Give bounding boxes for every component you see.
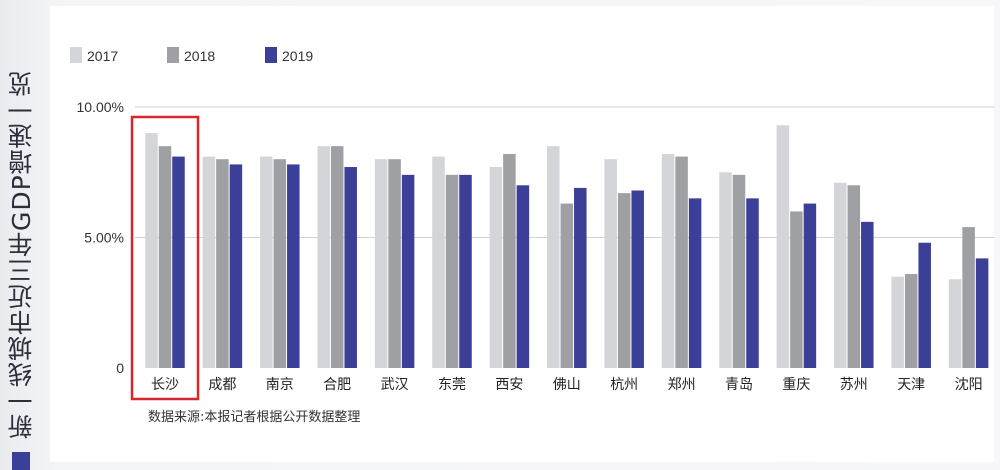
- category-label: 长沙: [151, 377, 179, 393]
- bar-2017-1: [202, 156, 216, 368]
- bar-2019-0: [172, 156, 185, 368]
- category-label: 西安: [495, 377, 523, 393]
- bar-2018-13: [904, 274, 918, 368]
- bar-2019-3: [344, 167, 357, 368]
- bar-2017-14: [948, 279, 962, 368]
- legend-swatch-2018: [167, 47, 179, 63]
- category-label: 天津: [897, 377, 925, 393]
- category-label: 重庆: [782, 377, 810, 393]
- category-label: 南京: [266, 377, 294, 393]
- source-note: 数据来源:本报记者根据公开数据整理: [148, 410, 360, 425]
- x-axis-categories: 长沙 成都 南京 合肥 武汉 东莞 西安 佛山 杭州 郑州 青岛 重庆 苏州 天津 沈阳: [151, 377, 983, 393]
- category-label: 青岛: [725, 377, 753, 393]
- bar-2018-11: [790, 211, 803, 368]
- bar-2018-14: [962, 227, 975, 368]
- bar-2017-7: [547, 146, 560, 368]
- category-label: 沈阳: [955, 377, 983, 393]
- legend-label: 2018: [184, 48, 215, 64]
- bar-2019-9: [688, 198, 702, 368]
- bar-2017-8: [604, 159, 617, 368]
- bar-2018-0: [158, 146, 172, 368]
- bar-2019-2: [287, 164, 300, 368]
- bar-2018-4: [388, 159, 401, 368]
- bar-2017-12: [834, 182, 847, 368]
- y-tick-label: 5.00%: [84, 230, 124, 246]
- bar-2019-12: [861, 221, 874, 368]
- bar-2018-2: [273, 159, 287, 368]
- bar-2018-8: [617, 193, 631, 368]
- bar-2017-2: [260, 156, 273, 368]
- bar-2018-3: [330, 146, 344, 368]
- category-label: 杭州: [610, 377, 638, 393]
- bar-2019-4: [401, 174, 415, 368]
- legend-label: 2017: [87, 48, 118, 64]
- bar-2017-3: [317, 146, 330, 368]
- category-label: 苏州: [840, 377, 868, 393]
- bar-2019-1: [229, 164, 243, 368]
- bar-2018-5: [445, 174, 459, 368]
- bar-2019-8: [631, 190, 644, 368]
- legend-swatch-2017: [70, 47, 82, 63]
- bar-2019-7: [574, 187, 587, 368]
- bar-2017-4: [374, 159, 388, 368]
- bar-2017-13: [891, 276, 904, 368]
- bar-2017-6: [489, 167, 503, 368]
- bar-2019-6: [516, 185, 530, 368]
- bar-2018-12: [847, 185, 861, 368]
- bars: [145, 125, 989, 369]
- bar-2017-10: [719, 172, 732, 368]
- bar-2019-11: [803, 203, 817, 368]
- bar-2017-0: [145, 133, 158, 368]
- category-label: 武汉: [381, 377, 409, 393]
- bar-2018-9: [675, 156, 688, 368]
- legend-label: 2019: [282, 48, 313, 64]
- bar-2017-5: [432, 156, 445, 368]
- bar-2018-10: [732, 174, 746, 368]
- bar-2017-9: [661, 153, 675, 368]
- bar-2019-14: [975, 258, 989, 368]
- highlight-box: [130, 115, 200, 401]
- bar-2019-13: [918, 242, 931, 368]
- y-axis-ticks: 0 5.00% 10.00%: [77, 99, 125, 376]
- category-label: 合肥: [323, 377, 351, 393]
- bar-2018-6: [503, 153, 516, 368]
- y-tick-label: 10.00%: [77, 99, 124, 115]
- legend-swatch-2019: [265, 47, 277, 63]
- category-label: 佛山: [553, 377, 581, 393]
- category-label: 东莞: [438, 377, 466, 393]
- category-label: 成都: [208, 377, 236, 393]
- legend: 2017 2018 2019: [70, 47, 313, 64]
- title-accent-square: [12, 452, 30, 470]
- category-label: 郑州: [668, 377, 696, 393]
- bar-2018-7: [560, 203, 574, 368]
- bar-2018-1: [216, 159, 229, 368]
- bar-2017-11: [776, 125, 790, 369]
- bar-2019-10: [746, 198, 759, 368]
- y-tick-label: 0: [116, 360, 124, 376]
- bar-2019-5: [459, 174, 472, 368]
